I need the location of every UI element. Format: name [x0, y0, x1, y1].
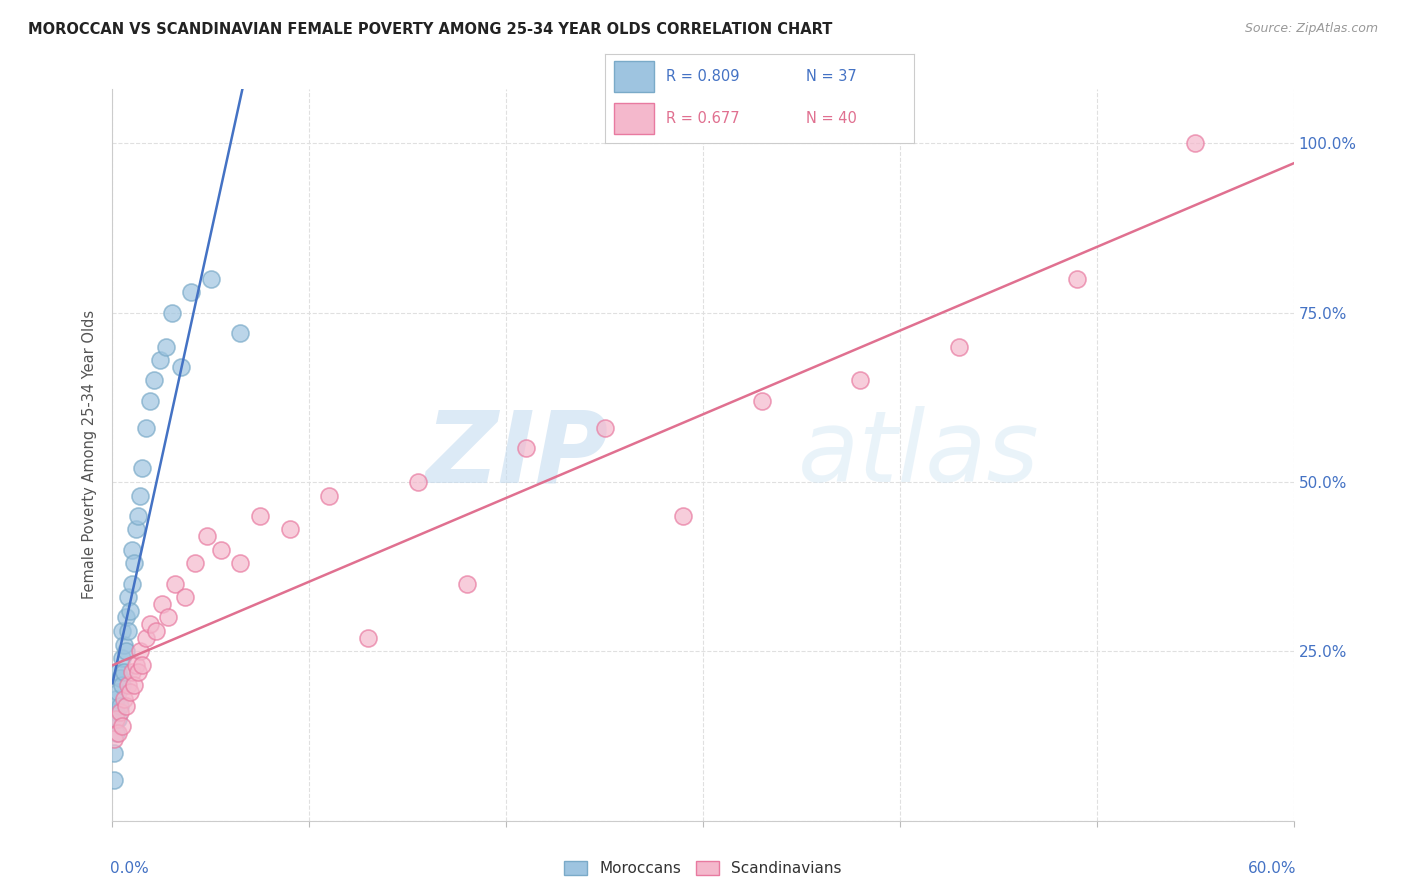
Point	[127, 665, 149, 679]
Point	[160, 306, 183, 320]
Point	[156, 610, 179, 624]
Point	[593, 421, 616, 435]
Point	[249, 508, 271, 523]
Point	[139, 617, 162, 632]
Text: R = 0.809: R = 0.809	[666, 69, 740, 84]
Point	[112, 665, 135, 679]
Point	[849, 373, 872, 387]
Point	[165, 576, 187, 591]
Point	[129, 644, 152, 658]
Point	[125, 657, 148, 672]
Point	[107, 712, 129, 726]
Bar	[614, 103, 654, 134]
Point	[150, 597, 173, 611]
Text: atlas: atlas	[797, 407, 1039, 503]
Legend: Moroccans, Scandinavians: Moroccans, Scandinavians	[558, 855, 848, 882]
Point	[111, 624, 134, 638]
Point	[122, 556, 145, 570]
Point	[135, 421, 157, 435]
Point	[112, 638, 135, 652]
Point	[406, 475, 429, 489]
Point	[1066, 272, 1088, 286]
Point	[209, 542, 232, 557]
Point	[948, 340, 970, 354]
Point	[278, 523, 301, 537]
Text: 0.0%: 0.0%	[110, 861, 149, 876]
Point	[110, 698, 132, 713]
Text: MOROCCAN VS SCANDINAVIAN FEMALE POVERTY AMONG 25-34 YEAR OLDS CORRELATION CHART: MOROCCAN VS SCANDINAVIAN FEMALE POVERTY …	[28, 22, 832, 37]
Point	[1184, 136, 1206, 151]
Point	[127, 508, 149, 523]
Point	[103, 732, 125, 747]
Point	[174, 590, 197, 604]
Point	[229, 326, 252, 340]
Point	[107, 685, 129, 699]
Point	[107, 665, 129, 679]
Point	[117, 590, 139, 604]
Point	[149, 353, 172, 368]
Point	[170, 359, 193, 374]
Point	[112, 691, 135, 706]
Point	[105, 706, 128, 720]
Point	[111, 678, 134, 692]
Point	[120, 604, 142, 618]
Point	[139, 393, 162, 408]
Text: 60.0%: 60.0%	[1247, 861, 1296, 876]
Point	[145, 624, 167, 638]
Point	[229, 556, 252, 570]
Point	[195, 529, 218, 543]
Point	[515, 441, 537, 455]
Point	[135, 631, 157, 645]
Text: N = 40: N = 40	[806, 111, 856, 126]
Point	[115, 698, 138, 713]
Bar	[614, 61, 654, 92]
Point	[129, 489, 152, 503]
Point	[184, 556, 207, 570]
Point	[672, 508, 695, 523]
Text: Source: ZipAtlas.com: Source: ZipAtlas.com	[1244, 22, 1378, 36]
Point	[110, 672, 132, 686]
Point	[117, 678, 139, 692]
Text: N = 37: N = 37	[806, 69, 856, 84]
Point	[131, 461, 153, 475]
Point	[117, 624, 139, 638]
Point	[105, 712, 128, 726]
Point	[122, 678, 145, 692]
Point	[105, 691, 128, 706]
Point	[110, 706, 132, 720]
Point	[105, 725, 128, 739]
Point	[180, 285, 202, 300]
Point	[111, 719, 134, 733]
Point	[751, 393, 773, 408]
Point	[120, 685, 142, 699]
Point	[121, 576, 143, 591]
Point	[115, 610, 138, 624]
Point	[121, 665, 143, 679]
Point	[115, 644, 138, 658]
Point	[125, 523, 148, 537]
Point	[103, 772, 125, 787]
Point	[121, 542, 143, 557]
Point	[111, 651, 134, 665]
Point	[103, 746, 125, 760]
Y-axis label: Female Poverty Among 25-34 Year Olds: Female Poverty Among 25-34 Year Olds	[82, 310, 97, 599]
Point	[357, 631, 380, 645]
Text: R = 0.677: R = 0.677	[666, 111, 740, 126]
Point	[142, 373, 165, 387]
Point	[131, 657, 153, 672]
Point	[200, 272, 222, 286]
Point	[318, 489, 340, 503]
Point	[155, 340, 177, 354]
Point	[456, 576, 478, 591]
Point	[107, 725, 129, 739]
Text: ZIP: ZIP	[426, 407, 609, 503]
